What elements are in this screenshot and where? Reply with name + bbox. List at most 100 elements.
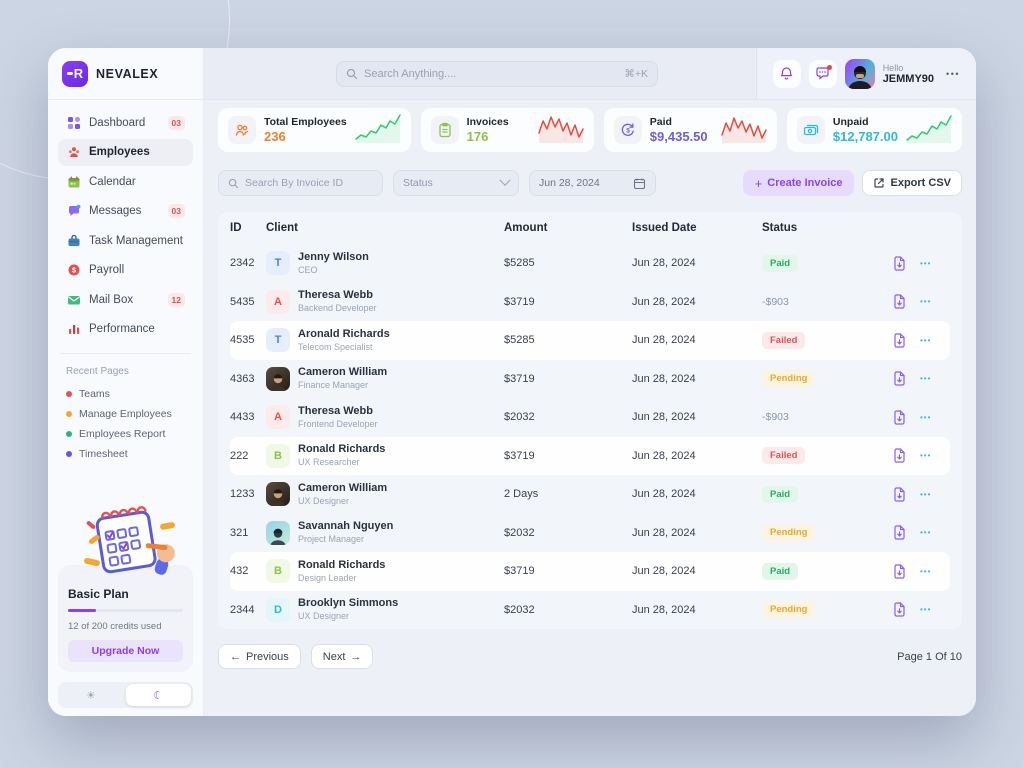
invoice-file-icon[interactable] <box>892 371 907 386</box>
client-role: Design Leader <box>298 572 357 583</box>
cell-client: B Ronald Richards Design Leader <box>266 559 504 584</box>
invoice-file-icon[interactable] <box>892 487 907 502</box>
notification-dot <box>826 64 832 70</box>
cell-client: A Theresa Webb Frontend Developer <box>266 405 504 430</box>
column-header-id: ID <box>230 222 242 234</box>
sidebar-item-calendar[interactable]: Calendar <box>58 168 193 195</box>
client-letter-avatar: T <box>266 328 290 353</box>
sidebar: R NEVALEX Dashboard 03 Employees Calendar Me… <box>48 48 204 716</box>
stat-card-total-employees: Total Employees 236 <box>218 108 411 152</box>
upgrade-now-button[interactable]: Upgrade Now <box>68 640 183 662</box>
stat-card-paid: $ Paid $9,435.50 <box>603 108 777 152</box>
invoice-file-icon[interactable] <box>892 564 907 579</box>
user-greeting-block: Hello JEMMY90 <box>883 63 934 85</box>
filter-row: Status Jun 28, 2024 + Create Invoice Exp… <box>218 170 962 196</box>
sidebar-item-employees[interactable]: Employees <box>58 138 193 166</box>
greeting-text: Hello <box>882 62 904 73</box>
recent-page-item[interactable]: Timesheet <box>48 444 203 464</box>
row-menu-button[interactable]: ••• <box>920 605 932 615</box>
invoice-search[interactable] <box>218 170 383 196</box>
light-mode-sun-icon[interactable]: ☀ <box>85 689 96 702</box>
sidebar-item-messages[interactable]: Messages 03 <box>58 198 193 225</box>
cell-id: 5435 <box>230 295 255 308</box>
global-search-input[interactable] <box>364 67 619 80</box>
table-row: 4535 T Aronald Richards Telecom Specialist $… <box>230 321 950 360</box>
row-menu-button[interactable]: ••• <box>920 258 932 268</box>
employees-icon <box>66 145 81 160</box>
row-menu-button[interactable]: ••• <box>920 374 932 384</box>
create-invoice-button[interactable]: + Create Invoice <box>742 170 855 196</box>
performance-icon <box>66 322 81 337</box>
row-menu-button[interactable]: ••• <box>920 528 932 538</box>
global-search[interactable]: ⌘+K <box>336 60 658 87</box>
cell-id: 432 <box>230 565 249 578</box>
status-badge: Pending <box>762 601 816 619</box>
invoice-file-icon[interactable] <box>892 525 907 540</box>
user-avatar[interactable] <box>844 58 875 89</box>
cell-client: Savannah Nguyen Project Manager <box>266 520 504 545</box>
sidebar-item-task-management[interactable]: Task Management <box>58 227 193 254</box>
topbar-menu-button[interactable]: ••• <box>946 68 960 79</box>
calendar-illustration <box>83 506 175 575</box>
status-badge: Pending <box>762 370 816 388</box>
invoice-file-icon[interactable] <box>892 602 907 617</box>
date-filter-value: Jun 28, 2024 <box>539 177 600 189</box>
next-page-button[interactable]: Next → <box>310 644 374 669</box>
client-name: Ronald Richards <box>298 558 386 571</box>
stat-label: Total Employees <box>264 116 347 128</box>
cell-amount: $5285 <box>504 334 535 347</box>
recent-page-label: Timesheet <box>79 448 128 460</box>
status-filter-select[interactable]: Status <box>393 170 519 196</box>
recent-page-item[interactable]: Manage Employees <box>48 404 203 424</box>
invoice-search-input[interactable] <box>245 177 365 189</box>
logo: R NEVALEX <box>48 48 203 100</box>
pagination: ← Previous Next → Page 1 Of 10 <box>218 644 962 669</box>
sidebar-item-dashboard[interactable]: Dashboard 03 <box>58 109 193 136</box>
column-header-client: Client <box>266 222 298 234</box>
previous-page-button[interactable]: ← Previous <box>218 644 301 669</box>
invoice-file-icon[interactable] <box>892 333 907 348</box>
theme-toggle[interactable]: ☀ ☾ <box>58 682 193 708</box>
export-csv-button[interactable]: Export CSV <box>862 170 962 196</box>
invoice-file-icon[interactable] <box>892 410 907 425</box>
invoice-file-icon[interactable] <box>892 256 907 271</box>
dark-mode-moon-icon[interactable]: ☾ <box>125 684 191 706</box>
row-menu-button[interactable]: ••• <box>920 335 932 345</box>
mailbox-icon <box>66 292 81 307</box>
recent-page-item[interactable]: Teams <box>48 384 203 404</box>
sparkline-chart <box>354 113 401 148</box>
sidebar-item-label: Messages <box>89 205 142 217</box>
sidebar-item-payroll[interactable]: $ Payroll <box>58 257 193 284</box>
invoice-file-icon[interactable] <box>892 294 907 309</box>
cell-status: Paid <box>762 485 892 503</box>
sidebar-item-mail-box[interactable]: Mail Box 12 <box>58 286 193 313</box>
search-icon <box>346 68 358 79</box>
logo-letter: R <box>73 66 84 81</box>
invoice-file-icon[interactable] <box>892 448 907 463</box>
cell-actions: ••• <box>892 333 950 348</box>
sidebar-item-label: Employees <box>89 146 150 158</box>
row-menu-button[interactable]: ••• <box>920 297 932 307</box>
sidebar-item-performance[interactable]: Performance <box>58 316 193 343</box>
recent-page-item[interactable]: Employees Report <box>48 424 203 444</box>
invoices-stat-icon <box>430 116 459 144</box>
search-icon <box>228 178 239 188</box>
messages-button[interactable] <box>808 59 837 88</box>
row-menu-button[interactable]: ••• <box>920 489 932 499</box>
row-menu-button[interactable]: ••• <box>920 412 932 422</box>
cell-issued-date: Jun 28, 2024 <box>632 411 696 424</box>
row-menu-button[interactable]: ••• <box>920 451 932 461</box>
recent-pages-title: Recent Pages <box>66 366 129 377</box>
stat-label: Invoices <box>466 116 509 128</box>
app-window: R NEVALEX Dashboard 03 Employees Calendar Me… <box>48 48 976 716</box>
cell-status: Failed <box>762 331 892 349</box>
notifications-button[interactable] <box>772 59 801 88</box>
arrow-left-icon: ← <box>230 650 241 663</box>
client-name: Ronald Richards <box>298 443 386 456</box>
date-filter[interactable]: Jun 28, 2024 <box>529 170 656 196</box>
client-photo-avatar <box>266 482 290 507</box>
stat-value: 176 <box>466 129 489 144</box>
cell-id: 4363 <box>230 372 255 385</box>
cell-status: Pending <box>762 370 892 388</box>
row-menu-button[interactable]: ••• <box>920 566 932 576</box>
